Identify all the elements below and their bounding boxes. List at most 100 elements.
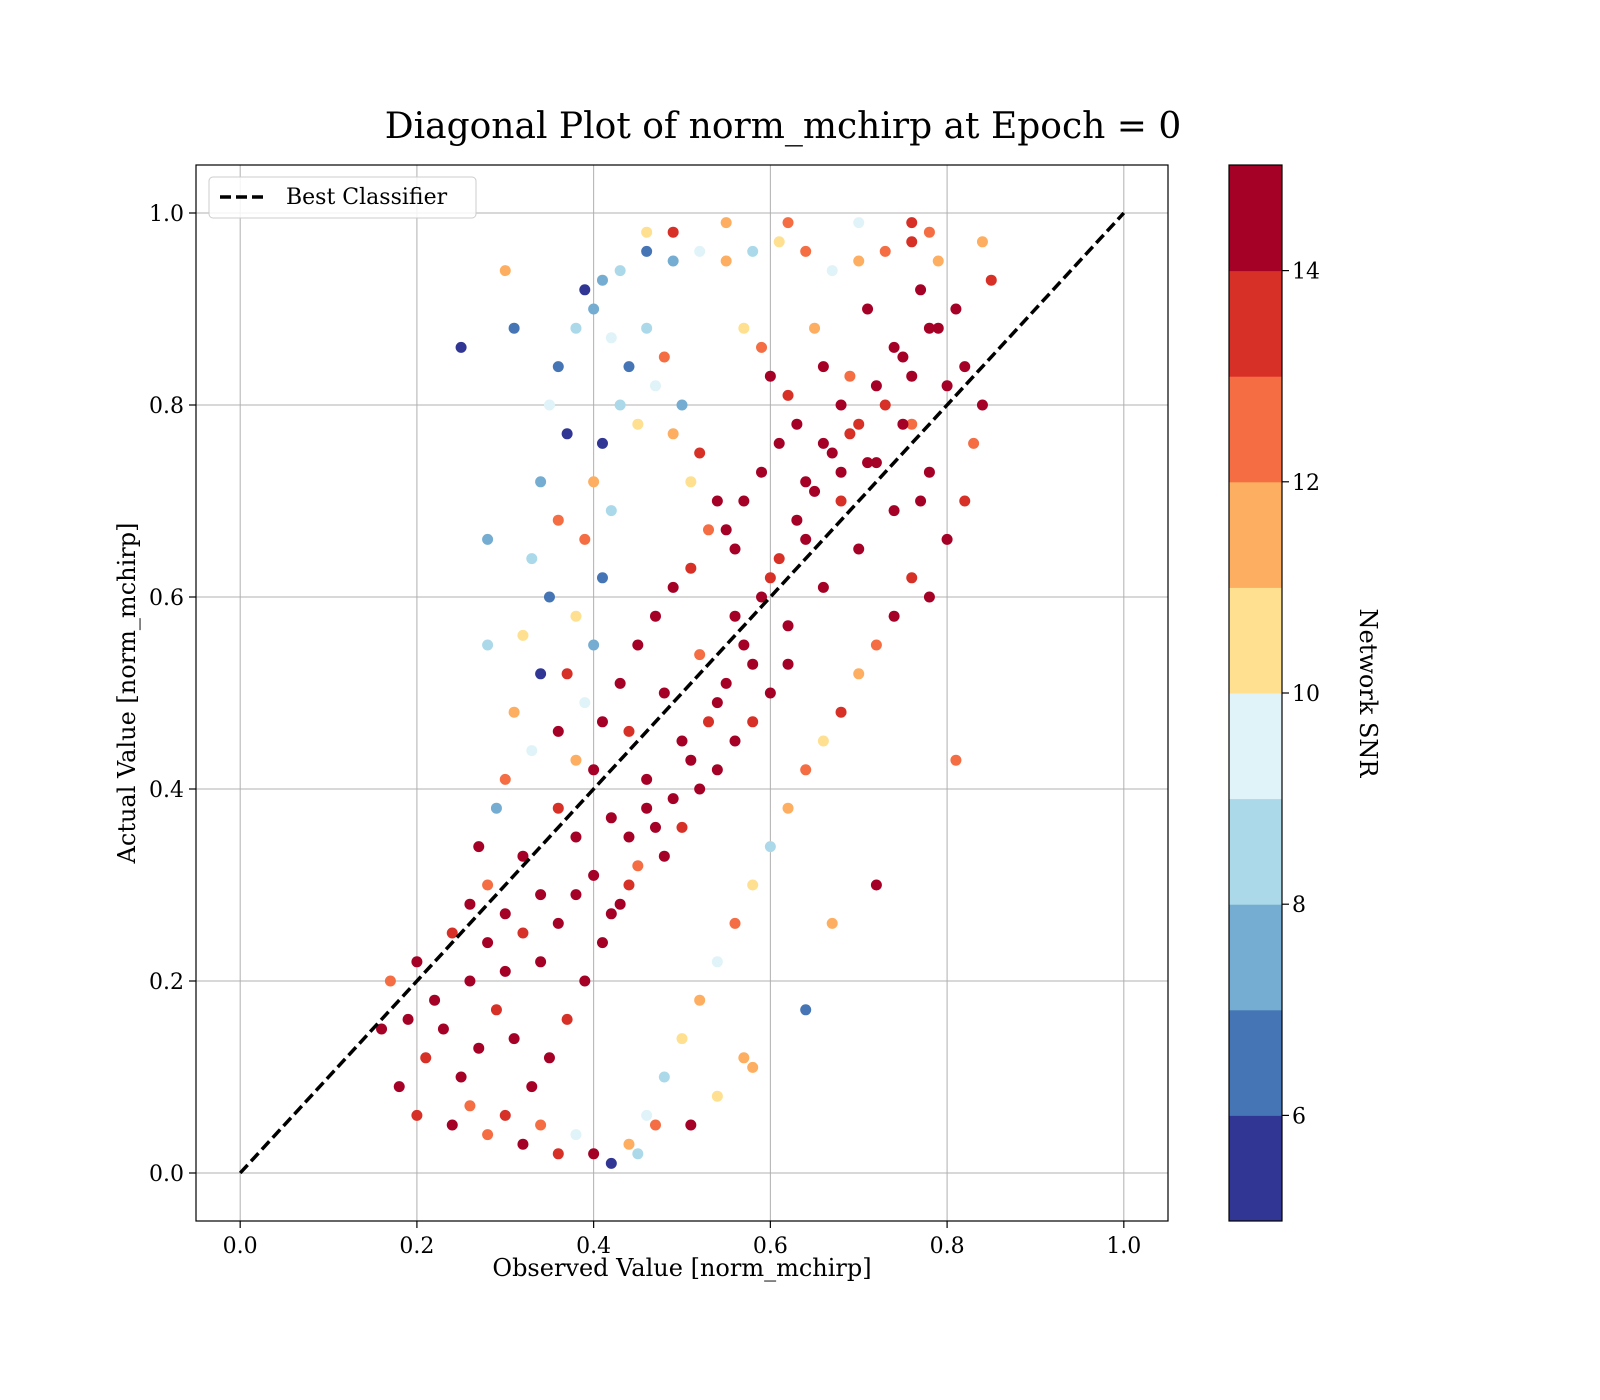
scatter-point <box>667 581 679 593</box>
scatter-point <box>826 917 838 929</box>
scatter-point <box>588 1148 600 1160</box>
scatter-point <box>782 217 794 229</box>
scatter-point <box>632 860 644 872</box>
scatter-point <box>552 725 564 737</box>
colorbar-segment <box>1229 693 1282 800</box>
colorbar-segment <box>1229 798 1282 905</box>
scatter-point <box>429 994 441 1006</box>
scatter-point <box>632 418 644 430</box>
scatter-point <box>694 245 706 257</box>
scatter-point <box>623 831 635 843</box>
scatter-point <box>543 591 555 603</box>
scatter-point <box>561 428 573 440</box>
scatter-point <box>570 610 582 622</box>
colorbar-segment <box>1229 1115 1282 1222</box>
scatter-point <box>835 399 847 411</box>
scatter-point <box>835 466 847 478</box>
scatter-point <box>879 245 891 257</box>
x-tick-label: 1.0 <box>1106 1234 1141 1259</box>
scatter-point <box>632 639 644 651</box>
y-axis-label: Actual Value [norm_mchirp] <box>113 523 141 865</box>
x-axis-label: Observed Value [norm_mchirp] <box>492 1254 871 1282</box>
scatter-point <box>703 716 715 728</box>
scatter-point <box>932 322 944 334</box>
scatter-point <box>543 1052 555 1064</box>
scatter-point <box>641 226 653 238</box>
scatter-point <box>446 927 458 939</box>
y-tick-label: 1.0 <box>149 202 184 227</box>
colorbar-segment <box>1229 165 1282 272</box>
scatter-point <box>729 610 741 622</box>
scatter-point <box>685 1119 697 1131</box>
scatter-point <box>897 351 909 363</box>
scatter-point <box>923 226 935 238</box>
scatter-point <box>809 322 821 334</box>
scatter-point <box>658 351 670 363</box>
colorbar-segment <box>1229 270 1282 377</box>
scatter-point <box>605 332 617 344</box>
scatter-point <box>800 476 812 488</box>
scatter-point <box>579 975 591 987</box>
scatter-point <box>579 697 591 709</box>
scatter-point <box>596 437 608 449</box>
scatter-point <box>950 303 962 315</box>
scatter-point <box>402 1013 414 1025</box>
colorbar-tick-label: 8 <box>1292 893 1306 918</box>
scatter-point <box>968 437 980 449</box>
scatter-point <box>570 831 582 843</box>
scatter-point <box>526 1081 538 1093</box>
scatter-point <box>482 533 494 545</box>
scatter-point <box>490 802 502 814</box>
scatter-point <box>773 236 785 248</box>
scatter-point <box>800 764 812 776</box>
scatter-point <box>596 716 608 728</box>
scatter-point <box>738 495 750 507</box>
scatter-point <box>570 754 582 766</box>
scatter-point <box>535 476 547 488</box>
scatter-point <box>517 1138 529 1150</box>
scatter-point <box>588 476 600 488</box>
scatter-point <box>879 399 891 411</box>
scatter-point <box>738 322 750 334</box>
scatter-point <box>490 1004 502 1016</box>
scatter-point <box>552 802 564 814</box>
y-tick-label: 0.6 <box>149 586 184 611</box>
scatter-point <box>764 687 776 699</box>
scatter-point <box>614 399 626 411</box>
scatter-point <box>605 812 617 824</box>
scatter-point <box>535 956 547 968</box>
scatter-point <box>870 879 882 891</box>
scatter-point <box>888 610 900 622</box>
scatter-point <box>641 245 653 257</box>
scatter-point <box>508 1033 520 1045</box>
scatter-point <box>596 937 608 949</box>
scatter-point <box>632 1148 644 1160</box>
scatter-point <box>711 495 723 507</box>
scatter-point <box>526 745 538 757</box>
scatter-point <box>676 821 688 833</box>
scatter-points <box>376 217 997 1169</box>
scatter-point <box>906 217 918 229</box>
scatter-point <box>817 361 829 373</box>
scatter-point <box>756 341 768 353</box>
x-tick-label: 0.8 <box>930 1234 965 1259</box>
y-axis-ticks: 0.0 0.2 0.4 0.6 0.8 1.0 <box>149 202 196 1187</box>
scatter-point <box>782 658 794 670</box>
scatter-point <box>641 802 653 814</box>
scatter-point <box>605 908 617 920</box>
scatter-point <box>817 735 829 747</box>
scatter-point <box>623 879 635 891</box>
scatter-point <box>844 428 856 440</box>
colorbar-segment <box>1229 481 1282 588</box>
colorbar-segments <box>1229 165 1282 1222</box>
scatter-point <box>703 524 715 536</box>
scatter-point <box>694 994 706 1006</box>
scatter-point <box>747 1061 759 1073</box>
x-tick-label: 0.4 <box>576 1234 611 1259</box>
scatter-point <box>906 418 918 430</box>
scatter-point <box>535 889 547 901</box>
scatter-point <box>464 898 476 910</box>
scatter-point <box>464 1100 476 1112</box>
scatter-point <box>791 514 803 526</box>
